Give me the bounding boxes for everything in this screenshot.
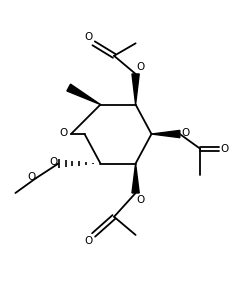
Text: O: O	[27, 172, 35, 182]
Text: O: O	[59, 128, 68, 138]
Text: O: O	[137, 195, 145, 205]
Text: O: O	[221, 144, 229, 154]
Text: O: O	[137, 62, 145, 72]
Polygon shape	[132, 74, 139, 105]
Polygon shape	[152, 130, 180, 138]
Text: O: O	[84, 236, 93, 246]
Text: O: O	[84, 32, 93, 42]
Polygon shape	[67, 84, 100, 105]
Polygon shape	[132, 163, 139, 193]
Text: O: O	[181, 128, 189, 138]
Text: O: O	[49, 157, 57, 167]
